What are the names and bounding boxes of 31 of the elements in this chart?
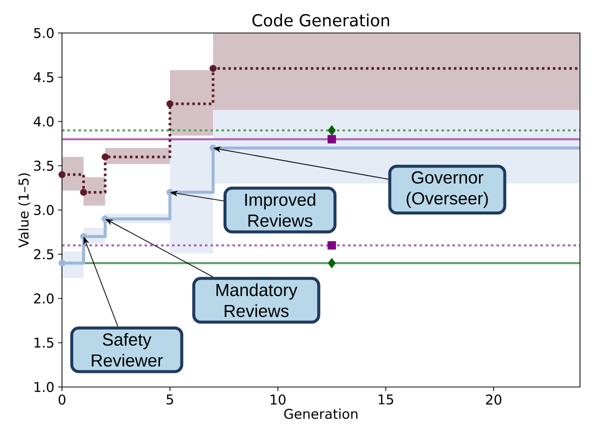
point: [328, 241, 336, 250]
y-tick-label: 5.0: [34, 28, 54, 38]
point: [80, 188, 88, 196]
x-tick-label: 5: [166, 394, 174, 404]
y-tick-label: 1.0: [34, 382, 54, 392]
x-tick-label: 0: [58, 394, 66, 405]
point: [210, 64, 217, 72]
y-tick-label: 1.5: [34, 338, 54, 348]
y-tick-label: 4.0: [34, 116, 54, 127]
x-tick-label: 10: [270, 394, 286, 405]
chart-title: Code Generation: [252, 14, 390, 26]
point: [328, 134, 336, 144]
annotation: Governor (Overseer): [406, 171, 488, 208]
annotation: Mandatory Reviews: [216, 283, 298, 318]
point: [58, 260, 66, 267]
y-tick-label: 3.5: [34, 160, 54, 171]
annotation: Safety Reviewer: [92, 332, 163, 367]
y-axis-title: Value (1–5): [18, 173, 30, 248]
y-tick-label: 2.5: [34, 249, 54, 260]
point: [328, 258, 336, 268]
y-tick-label: 2.0: [34, 293, 54, 304]
y-tick-label: 4.5: [34, 72, 54, 82]
x-tick-label: 15: [378, 394, 394, 404]
point: [328, 125, 336, 136]
x-axis-title: Generation: [284, 408, 358, 419]
point: [166, 100, 174, 108]
point: [102, 153, 109, 160]
y-tick-label: 3.0: [34, 204, 54, 216]
point: [58, 171, 66, 178]
x-tick-label: 20: [486, 394, 502, 405]
annotation: Improved Reviews: [245, 193, 316, 227]
